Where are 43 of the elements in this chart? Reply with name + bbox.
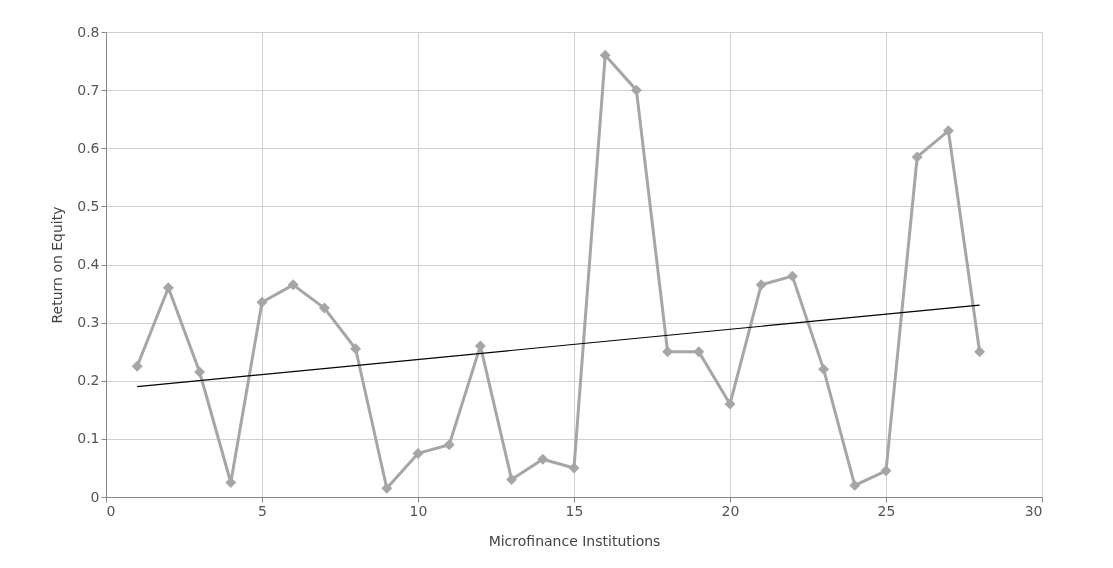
point xyxy=(911,151,923,163)
y-tick-label: 0 xyxy=(90,488,100,505)
point xyxy=(381,482,393,494)
y-tick-label: 0.4 xyxy=(77,256,100,272)
x-tick-label: 20 xyxy=(721,502,740,519)
point xyxy=(693,346,705,358)
y-tick-label: 0.2 xyxy=(77,372,100,389)
y-axis-title: Return on Equity xyxy=(49,206,66,324)
point xyxy=(755,279,767,291)
point xyxy=(131,360,143,372)
point xyxy=(786,270,798,282)
x-tick-label: 30 xyxy=(1024,502,1043,519)
point xyxy=(880,465,892,477)
x-tick-label: 15 xyxy=(565,502,584,519)
point xyxy=(287,279,299,291)
point xyxy=(256,296,268,308)
point xyxy=(974,346,986,358)
point xyxy=(942,125,954,137)
point xyxy=(724,398,736,410)
x-tick-label: 10 xyxy=(409,502,428,519)
point xyxy=(599,49,611,61)
point xyxy=(506,474,518,486)
y-tick-label: 0.1 xyxy=(77,430,100,447)
y-tick-label: 0.5 xyxy=(77,197,100,214)
point xyxy=(537,453,549,465)
y-tick-label: 0.7 xyxy=(77,81,100,98)
point xyxy=(849,479,861,491)
point xyxy=(630,84,642,96)
point xyxy=(818,363,830,375)
point xyxy=(568,462,580,474)
point xyxy=(162,282,174,294)
point xyxy=(412,447,424,459)
x-tick-label: 25 xyxy=(877,502,896,519)
point xyxy=(443,439,455,451)
y-tick-label: 0.8 xyxy=(77,23,100,40)
x-tick-label: 5 xyxy=(258,502,267,519)
point xyxy=(194,366,206,378)
x-tick-label: 0 xyxy=(106,502,116,519)
y-tick-label: 0.3 xyxy=(77,314,100,331)
point xyxy=(318,302,330,314)
x-axis-title: Microfinance Institutions xyxy=(488,532,661,549)
y-tick-label: 0.6 xyxy=(77,139,100,156)
point xyxy=(350,343,362,355)
